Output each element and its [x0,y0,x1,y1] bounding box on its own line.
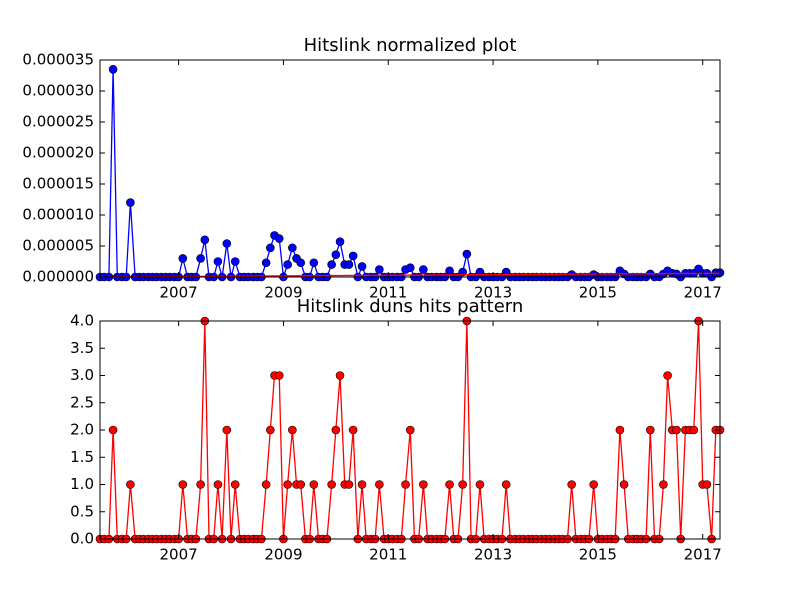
data-point [401,480,410,489]
data-point [327,480,336,489]
y-tick-label: 0.000035 [22,51,94,69]
y-tick-label: 1.0 [70,475,94,493]
data-point [296,480,306,489]
data-point [266,425,275,435]
data-point [222,425,232,435]
data-point [375,480,384,489]
x-tick-label: 2017 [684,284,722,302]
x-tick-label: 2009 [264,546,302,564]
data-point [445,480,454,489]
data-point [126,198,135,207]
data-point [475,480,485,489]
data-point [335,237,345,246]
y-tick-label: 0.000025 [22,113,94,131]
data-point [331,425,341,435]
data-point [357,262,367,271]
x-tick-label: 2007 [160,284,198,302]
data-point [619,480,629,489]
data-point [108,425,118,435]
data-point [126,480,135,489]
y-tick-label: 0.000020 [22,144,94,162]
data-point [501,480,511,489]
data-point [222,239,232,248]
data-point [327,260,336,269]
data-point [344,260,354,269]
y-tick-label: 2.0 [70,421,94,439]
data-point [375,265,384,274]
data-point [108,65,118,74]
data-point [335,371,345,380]
data-point [309,258,319,268]
y-tick-label: 3.5 [70,339,94,357]
data-point [200,235,210,245]
x-tick-label: 2017 [684,546,722,564]
y-tick-label: 0.000005 [22,237,94,255]
x-tick-label: 2013 [474,284,512,302]
y-tick-label: 4.0 [70,312,94,330]
data-point [458,267,467,277]
y-tick-label: 2.5 [70,393,94,411]
y-tick-label: 0.000030 [22,82,94,100]
x-tick-label: 2015 [579,284,617,302]
x-tick-label: 2011 [369,546,407,564]
series-line [99,272,721,278]
data-point [419,265,428,274]
data-point [405,425,415,435]
x-tick-label: 2013 [474,546,512,564]
data-point [296,258,306,268]
data-point [663,371,672,380]
data-point [458,480,467,489]
data-point [266,243,275,253]
data-point [348,251,358,261]
y-tick-label: 0.0 [70,530,94,548]
y-tick-label: 0.5 [70,502,94,520]
data-point [331,250,341,259]
data-point [230,480,240,489]
data-point [230,257,240,266]
data-point [702,480,712,489]
data-point [419,480,428,489]
data-point [261,480,271,489]
data-point [645,425,655,435]
data-point [178,254,188,263]
x-tick-label: 2009 [264,284,302,302]
data-point [357,480,367,489]
data-point [196,480,205,489]
y-tick-label: 0.000010 [22,206,94,224]
data-point [178,480,188,489]
y-tick-label: 0.000015 [22,175,94,193]
x-tick-label: 2007 [160,546,198,564]
data-point [288,243,297,253]
data-point [283,480,292,489]
data-point [274,371,284,380]
data-point [689,425,699,435]
data-point [196,254,205,263]
data-point [261,258,271,268]
data-point [213,257,223,266]
data-point [615,425,625,435]
chart-title: Hitslink normalized plot [304,35,517,56]
plot-area [100,60,720,277]
y-tick-label: 3.0 [70,366,94,384]
data-point [213,480,223,489]
data-point [348,425,358,435]
chart-title: Hitslink duns hits pattern [297,296,524,317]
y-tick-label: 0.000000 [22,268,94,286]
data-point [567,480,576,489]
data-point [405,263,415,273]
axes-frame [99,59,721,278]
data-point [283,260,292,269]
data-point [462,249,472,259]
x-tick-label: 2011 [369,284,407,302]
data-point [309,480,319,489]
data-point [344,480,354,489]
x-tick-label: 2015 [579,546,617,564]
data-point [672,425,681,435]
data-point [659,480,668,489]
data-point [589,480,598,489]
data-point [288,425,297,435]
y-tick-label: 1.5 [70,448,94,466]
data-point [274,234,284,243]
